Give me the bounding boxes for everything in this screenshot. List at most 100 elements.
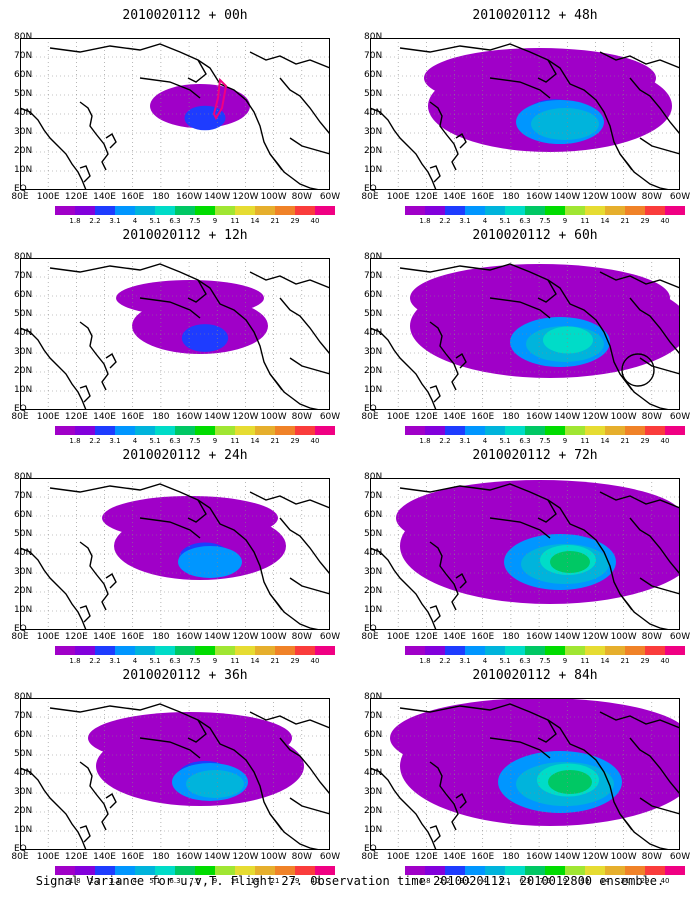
coastline [619,153,633,171]
panel-title: 2010020112 + 00h [122,8,248,23]
coastline [139,77,201,99]
longitude-label: 160E [471,412,495,422]
colorbar-swatch [565,646,585,655]
colorbar-label: 1.8 [419,657,431,665]
latitude-label: 30N [364,567,383,577]
colorbar-swatch [215,646,235,655]
colorbar-label: 3.1 [109,437,121,445]
variance-contour [181,324,229,352]
longitude-label: 140W [204,412,231,422]
latitude-label: 20N [14,586,33,596]
longitude-label: 180 [502,632,520,642]
colorbar-label: 40 [660,877,670,885]
longitude-label: 100E [36,412,60,422]
colorbar-swatch [485,426,505,435]
latitude-label: EQ [364,844,377,854]
latitude-label: 80N [14,692,33,702]
colorbar-label: 2.2 [89,217,101,225]
latitude-label: EQ [14,404,27,414]
colorbar-label: 21 [270,217,280,225]
colorbar-label: 5.1 [499,657,511,665]
colorbar-label: 4 [132,437,138,445]
variance-map [370,38,680,190]
colorbar-label: 4 [132,657,138,665]
colorbar-swatch [625,646,645,655]
flight-track [212,77,228,121]
longitude-label: 100E [386,852,410,862]
longitude-label: 100W [610,192,637,202]
colorbar-label: 2.2 [439,877,451,885]
coastline [187,59,207,83]
colorbar-swatch [445,866,465,875]
colorbar-swatch [605,206,625,215]
colorbar-swatch [155,206,175,215]
variance-map [370,258,680,410]
colorbar-swatch [645,646,665,655]
colorbar-swatch [505,866,525,875]
colorbar-swatch [525,866,545,875]
colorbar-swatch [95,866,115,875]
coastline [629,737,680,795]
longitude-label: 80W [291,192,312,202]
colorbar-swatch [95,426,115,435]
coastline [639,137,680,155]
colorbar-swatch [465,206,485,215]
coastline [289,797,330,815]
variance-map [20,38,330,190]
colorbar-swatch [135,206,155,215]
coastline [599,491,680,509]
longitude-label: 120E [64,412,88,422]
colorbar-label: 29 [640,217,650,225]
longitude-label: 160E [121,852,145,862]
latitude-label: 40N [364,108,383,118]
longitude-label: 60W [319,632,341,642]
longitude-label: 80E [361,192,379,202]
latitude-label: 30N [364,127,383,137]
colorbar-label: 2.2 [439,437,451,445]
colorbar-swatch [625,866,645,875]
colorbar-label: 3.1 [109,877,121,885]
longitude-label: 60W [669,412,691,422]
longitude-label: 80W [641,632,662,642]
map-frame [20,38,330,190]
longitude-label: 100W [260,412,287,422]
coastline [187,499,207,523]
colorbar [405,206,685,215]
colorbar-label: 4 [482,217,488,225]
latitude-label: 30N [14,567,33,577]
colorbar-swatch [155,866,175,875]
longitude-label: 140E [443,412,466,422]
colorbar-swatch [545,206,565,215]
colorbar-label: 11 [230,437,240,445]
colorbar-label: 7.5 [539,877,551,885]
colorbar-label: 6.3 [169,437,181,445]
colorbar-label: 7.5 [539,437,551,445]
colorbar-label: 21 [270,437,280,445]
longitude-label: 140E [443,632,466,642]
longitude-label: 100W [260,632,287,642]
colorbar-label: 11 [230,877,240,885]
coastline [429,101,459,171]
colorbar-label: 1.8 [69,657,81,665]
coastline [269,813,283,831]
colorbar-label: 3.1 [109,657,121,665]
colorbar-label: 11 [230,657,240,665]
longitude-label: 160W [176,412,203,422]
colorbar-label: 9 [212,657,218,665]
longitude-label: 80W [641,192,662,202]
latitude-label: EQ [364,184,377,194]
colorbar [55,866,335,875]
latitude-label: 50N [14,309,33,319]
longitude-label: 140E [443,192,466,202]
colorbar-label: 9 [212,437,218,445]
longitude-label: 100E [386,632,410,642]
colorbar-swatch [545,646,565,655]
coastline [619,813,633,831]
colorbar-label: 2.2 [89,657,101,665]
colorbar-swatch [485,866,505,875]
colorbar-swatch [155,426,175,435]
latitude-label: 80N [14,252,33,262]
latitude-label: 20N [14,806,33,816]
colorbar-swatch [605,426,625,435]
latitude-label: 60N [364,510,383,520]
